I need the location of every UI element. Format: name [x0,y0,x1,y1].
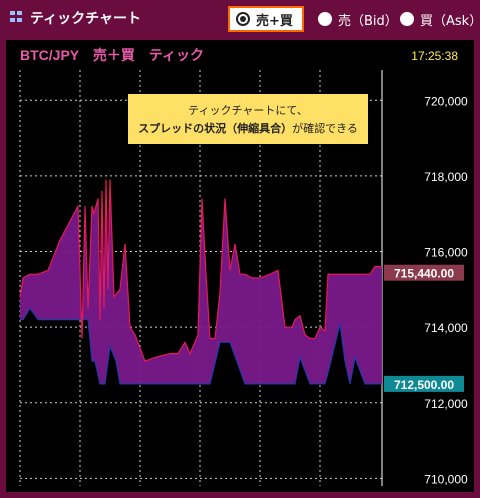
panel-title: ティックチャート [30,11,142,27]
y-tick-label: 710,000 [424,472,468,486]
callout-line-2: スプレッドの状況（伸縮具合）が確認できる [138,121,358,135]
spread-fill-area [20,179,382,384]
radio-selected-icon [236,12,250,26]
grid-icon [10,11,23,23]
callout-box [128,94,368,144]
y-tick-label: 712,000 [424,397,468,411]
radio-unselected-icon [400,12,414,26]
radio-bid-label: 売（Bid） [338,13,398,29]
panel-header: ティックチャート 売+買 売（Bid） 買（Ask） [0,0,480,36]
radio-bid-ask[interactable]: 売+買 [228,6,304,32]
y-tick-label: 718,000 [424,170,468,184]
bid-series-line [20,307,382,385]
ask-series-line [19,179,382,362]
bid-last-value-badge-label: 712,500.00 [394,378,454,392]
radio-unselected-icon [318,12,332,26]
radio-ask-label: 買（Ask） [420,13,480,29]
chart-symbol-title: BTC/JPY 売＋買 ティック [20,47,204,63]
radio-bid-ask-label: 売+買 [256,13,293,29]
radio-bid[interactable]: 売（Bid） [318,6,398,32]
annotation-callout: ティックチャートにて、 スプレッドの状況（伸縮具合）が確認できる [128,94,368,144]
y-tick-label: 720,000 [424,94,468,108]
callout-line-2-bold: スプレッドの状況（伸縮具合） [138,121,292,135]
ask-last-value-badge-label: 715,440.00 [394,267,454,281]
y-tick-label: 716,000 [424,246,468,260]
bid-last-value-badge: 712,500.00 [384,375,464,392]
radio-ask[interactable]: 買（Ask） [400,6,480,32]
ask-last-value-badge: 715,440.00 [384,264,464,281]
chart-area: 710,000 712,000 714,000 716,000 718,000 720,0… [6,40,474,492]
tick-chart: 710,000 712,000 714,000 716,000 718,000 720,0… [19,47,468,486]
chart-time: 17:25:38 [411,49,458,63]
callout-line-2-rest: が確認できる [292,121,358,135]
callout-line-1: ティックチャートにて、 [188,104,308,117]
y-tick-label: 714,000 [424,321,468,335]
